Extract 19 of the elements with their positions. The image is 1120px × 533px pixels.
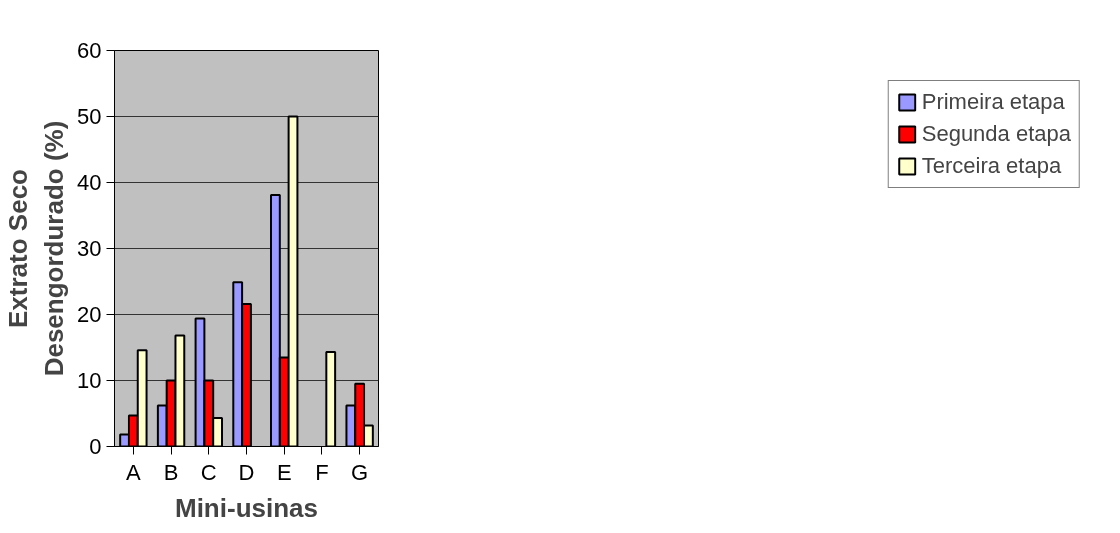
y-tick-label: 50 (77, 104, 102, 129)
x-axis-title: Mini-usinas (174, 492, 319, 523)
x-tick-label: A (126, 459, 142, 485)
x-tick-label: C (200, 459, 217, 485)
x-tick-label: F (315, 459, 329, 485)
y-tick-label: 10 (77, 368, 102, 393)
x-tick-label: B (163, 459, 179, 485)
y-tick-label: 60 (77, 38, 102, 63)
x-tick-label: G (351, 459, 369, 485)
legend-label: Terceira etapa (921, 153, 1062, 179)
y-axis-title: Extrato Seco Desengordurado (%) (3, 120, 70, 377)
x-tick-label: D (238, 459, 255, 485)
x-tick-label: E (276, 459, 292, 485)
y-tick-label: 20 (77, 302, 102, 327)
legend-label: Primeira etapa (921, 89, 1065, 115)
y-tick-label: 0 (89, 434, 102, 459)
y-tick-label: 40 (77, 170, 102, 195)
y-tick-label: 30 (77, 236, 102, 261)
legend-label: Segunda etapa (921, 121, 1071, 147)
